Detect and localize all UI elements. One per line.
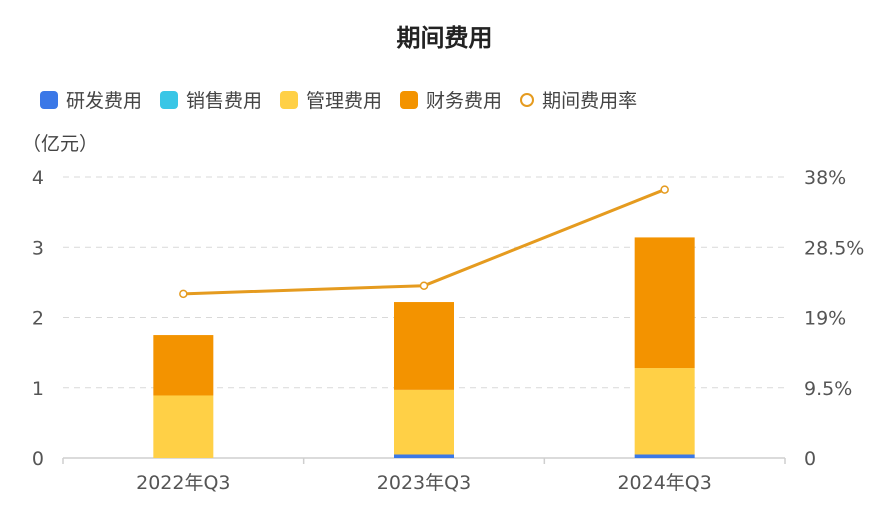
expense-ratio-point-1 — [419, 281, 429, 290]
bar-2-0 — [153, 395, 214, 458]
y-right-tick-1: 9.5% — [804, 378, 852, 400]
legend-swatch-finance — [400, 90, 419, 109]
bar-3-0 — [153, 335, 214, 396]
legend-swatch-sales — [160, 90, 179, 109]
legend: 研发费用 销售费用 管理费用 财务费用 期间费用率 — [40, 86, 637, 113]
y-right-tick-2: 19% — [804, 308, 846, 330]
bar-2-1 — [394, 389, 454, 455]
legend-label-finance: 财务费用 — [426, 90, 503, 112]
legend-swatch-admin — [280, 90, 299, 109]
legend-swatch-rd — [40, 90, 58, 109]
chart-title: 期间费用 — [396, 24, 493, 52]
bar-3-1 — [394, 302, 454, 390]
legend-label-rd: 研发费用 — [66, 90, 143, 112]
legend-label-admin: 管理费用 — [306, 90, 383, 112]
x-tick-label-1: 2023年Q3 — [377, 472, 471, 494]
expense-ratio-line — [183, 188, 666, 296]
legend-item-sales[interactable]: 销售费用 — [160, 86, 262, 113]
x-tick-label-0: 2022年Q3 — [136, 472, 230, 494]
y-left-tick-0: 0 — [32, 448, 44, 470]
expense-ratio-point-2 — [660, 185, 669, 194]
bar-3-2 — [634, 237, 695, 369]
legend-item-rd[interactable]: 研发费用 — [40, 86, 142, 113]
expense-ratio-point-0 — [179, 289, 188, 299]
y-right-tick-3: 28.5% — [804, 237, 864, 259]
legend-label-sales: 销售费用 — [186, 90, 263, 112]
y-axis-unit-label: （亿元） — [22, 133, 99, 155]
legend-item-admin[interactable]: 管理费用 — [280, 86, 382, 113]
y-left-tick-4: 4 — [32, 167, 44, 189]
y-left-tick-3: 3 — [32, 237, 44, 259]
y-left-tick-2: 2 — [32, 308, 44, 330]
y-right-tick-0: 0 — [804, 448, 816, 470]
legend-item-expense-ratio[interactable]: 期间费用率 — [520, 86, 637, 113]
legend-label-expense-ratio: 期间费用率 — [542, 90, 638, 112]
y-left-tick-1: 1 — [32, 378, 44, 400]
bar-0-1 — [394, 454, 454, 458]
bar-0-2 — [634, 454, 695, 458]
legend-marker-expense-ratio — [520, 92, 535, 107]
x-tick-label-2: 2024年Q3 — [617, 472, 711, 494]
y-right-tick-4: 38% — [804, 167, 846, 189]
bar-2-2 — [634, 368, 695, 455]
legend-item-finance[interactable]: 财务费用 — [400, 86, 502, 113]
